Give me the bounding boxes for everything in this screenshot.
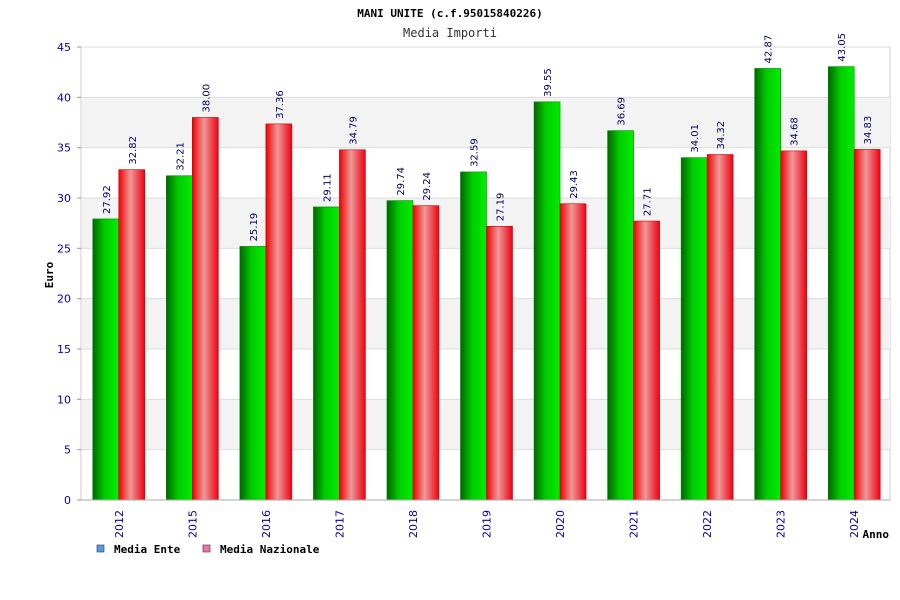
x-tick-label: 2016 xyxy=(260,510,273,538)
data-label: 29.11 xyxy=(322,173,333,202)
bar-media-ente xyxy=(313,206,340,501)
bar-media-nazionale xyxy=(559,203,587,501)
data-label: 29.43 xyxy=(569,170,580,199)
bar-media-ente xyxy=(460,171,487,501)
x-tick-label: 2012 xyxy=(113,510,126,538)
bar-media-ente xyxy=(92,218,120,501)
data-label: 34.79 xyxy=(348,116,359,145)
bar-media-nazionale xyxy=(633,220,660,501)
legend-swatch xyxy=(202,544,211,553)
data-label: 25.19 xyxy=(249,213,260,242)
legend-swatch xyxy=(96,544,105,553)
legend-label: Media Ente xyxy=(114,543,181,556)
bar-media-nazionale xyxy=(339,149,366,501)
x-tick-label: 2017 xyxy=(333,510,346,538)
data-label: 32.21 xyxy=(175,142,186,171)
data-label: 37.36 xyxy=(275,90,286,119)
data-label: 34.01 xyxy=(690,124,701,153)
bar-media-ente xyxy=(607,130,634,501)
bars: 27.92 32.82 32.21 38.00 25.19 37.36 29.11 34.79… xyxy=(92,33,881,501)
y-axis-ticks: 0 5 10 15 20 25 30 35 40 45 xyxy=(57,41,71,507)
data-label: 27.71 xyxy=(643,187,654,216)
y-tick-label: 20 xyxy=(57,293,71,306)
data-label: 29.74 xyxy=(396,167,407,196)
data-label: 34.83 xyxy=(863,116,874,145)
data-label: 36.69 xyxy=(617,97,628,126)
bar-media-ente xyxy=(166,175,193,501)
x-tick-label: 2022 xyxy=(701,510,714,538)
x-tick-label: 2024 xyxy=(848,510,861,538)
data-label: 38.00 xyxy=(201,84,212,113)
bar-media-nazionale xyxy=(853,149,881,501)
data-label: 43.05 xyxy=(837,33,848,62)
y-tick-label: 25 xyxy=(57,242,71,255)
y-tick-label: 35 xyxy=(57,142,71,155)
bar-media-ente xyxy=(827,66,855,501)
y-tick-label: 5 xyxy=(64,444,71,457)
bar-media-nazionale xyxy=(706,154,734,501)
bar-media-nazionale xyxy=(780,150,807,501)
data-label: 39.55 xyxy=(543,68,554,97)
chart-subtitle: Media Importi xyxy=(403,26,497,40)
x-axis-title: Anno xyxy=(863,528,890,541)
bar-media-nazionale xyxy=(412,205,440,501)
bar-media-ente xyxy=(239,246,267,501)
y-tick-label: 0 xyxy=(64,494,71,507)
chart-title: MANI UNITE (c.f.95015840226) xyxy=(357,7,542,20)
bar-media-nazionale xyxy=(192,117,219,501)
x-tick-label: 2021 xyxy=(628,510,641,538)
data-label: 27.19 xyxy=(496,193,507,222)
data-label: 34.32 xyxy=(716,121,727,150)
x-tick-label: 2018 xyxy=(407,510,420,538)
data-label: 29.24 xyxy=(422,172,433,201)
bar-media-ente xyxy=(680,157,708,501)
x-axis-ticks: 2012 2015 2016 2017 2018 2019 2020 2021 2022 2023… xyxy=(81,499,890,538)
x-tick-label: 2023 xyxy=(775,510,788,538)
data-label: 34.68 xyxy=(790,117,801,146)
bar-media-nazionale xyxy=(486,225,513,501)
x-tick-label: 2020 xyxy=(554,510,567,538)
bar-media-nazionale xyxy=(118,169,146,501)
bar-media-ente xyxy=(533,101,561,501)
y-tick-label: 45 xyxy=(57,41,71,54)
y-tick-label: 30 xyxy=(57,192,71,205)
data-label: 27.92 xyxy=(102,185,113,214)
bar-media-ente xyxy=(386,200,414,501)
y-axis-title: Euro xyxy=(43,261,56,288)
y-tick-label: 40 xyxy=(57,91,71,104)
legend-label: Media Nazionale xyxy=(220,543,320,556)
data-label: 42.87 xyxy=(764,35,775,64)
x-tick-label: 2019 xyxy=(481,510,494,538)
y-tick-label: 10 xyxy=(57,393,71,406)
data-label: 32.59 xyxy=(470,138,481,167)
legend: Media Ente Media Nazionale xyxy=(96,543,320,556)
x-tick-label: 2015 xyxy=(186,510,199,538)
bar-media-nazionale xyxy=(265,123,293,501)
y-tick-label: 15 xyxy=(57,343,71,356)
data-label: 32.82 xyxy=(128,136,139,165)
bar-media-ente xyxy=(754,68,781,501)
